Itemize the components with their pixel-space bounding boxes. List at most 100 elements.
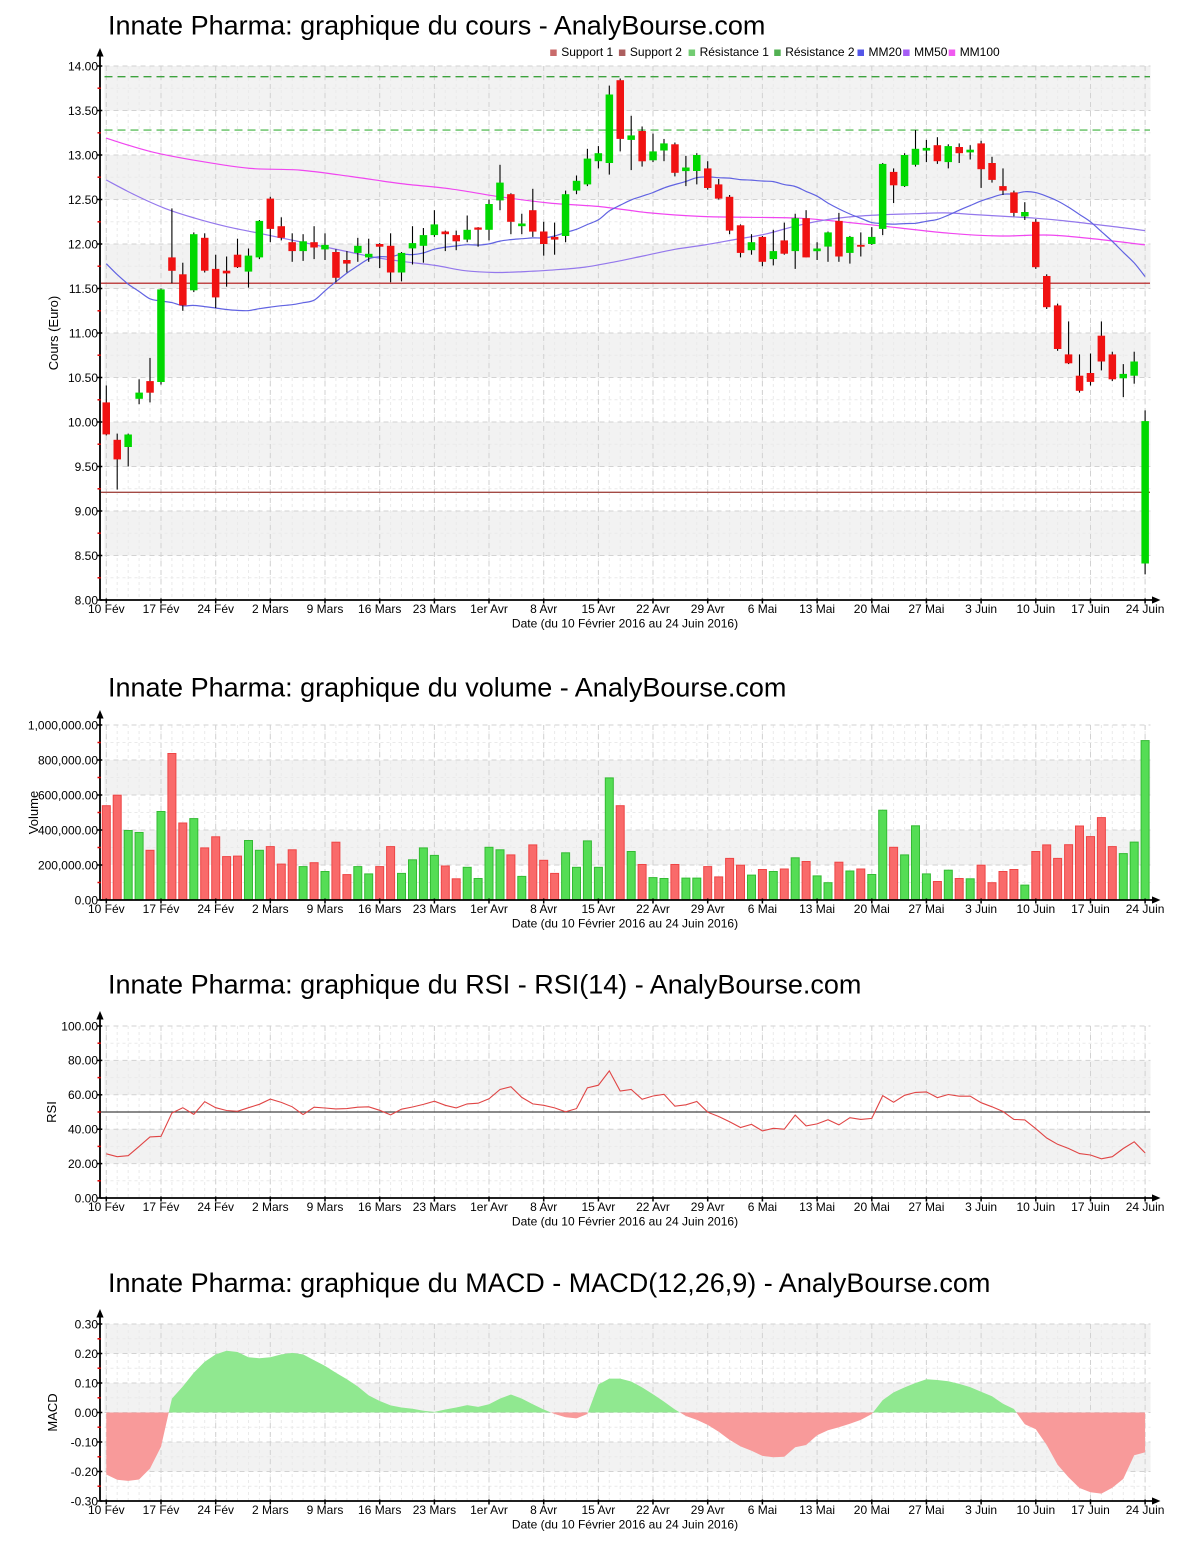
svg-text:27 Mai: 27 Mai <box>908 602 944 616</box>
svg-text:16 Mars: 16 Mars <box>358 902 401 916</box>
svg-text:6 Mai: 6 Mai <box>748 602 777 616</box>
svg-text:24 Juin: 24 Juin <box>1126 902 1165 916</box>
svg-text:100.00: 100.00 <box>61 1019 98 1033</box>
svg-text:Date (du 10 Février 2016 au 24: Date (du 10 Février 2016 au 24 Juin 2016… <box>512 917 738 931</box>
svg-text:Innate Pharma: graphique du co: Innate Pharma: graphique du cours - Anal… <box>108 11 765 41</box>
svg-text:MM100: MM100 <box>960 45 1000 59</box>
svg-text:-0.10: -0.10 <box>71 1435 99 1449</box>
svg-text:3 Juin: 3 Juin <box>965 902 997 916</box>
svg-text:13.50: 13.50 <box>68 104 98 118</box>
svg-text:1er Avr: 1er Avr <box>470 1503 508 1517</box>
svg-text:8 Avr: 8 Avr <box>530 602 557 616</box>
svg-text:17 Fév: 17 Fév <box>143 1200 180 1214</box>
svg-text:10.50: 10.50 <box>68 371 98 385</box>
svg-text:10 Fév: 10 Fév <box>88 1200 125 1214</box>
svg-text:11.50: 11.50 <box>69 282 98 296</box>
svg-text:24 Juin: 24 Juin <box>1126 602 1165 616</box>
svg-text:Date (du 10 Février 2016 au 24: Date (du 10 Février 2016 au 24 Juin 2016… <box>512 1518 738 1532</box>
svg-text:40.00: 40.00 <box>68 1123 98 1137</box>
svg-text:6 Mai: 6 Mai <box>748 1503 777 1517</box>
svg-text:13 Mai: 13 Mai <box>799 1503 835 1517</box>
svg-text:22 Avr: 22 Avr <box>636 1503 670 1517</box>
svg-text:0.20: 0.20 <box>75 1347 99 1361</box>
svg-text:29 Avr: 29 Avr <box>691 1200 725 1214</box>
svg-text:2 Mars: 2 Mars <box>252 602 289 616</box>
svg-text:10 Juin: 10 Juin <box>1016 1200 1055 1214</box>
svg-text:29 Avr: 29 Avr <box>691 1503 725 1517</box>
svg-text:17 Juin: 17 Juin <box>1071 602 1110 616</box>
svg-text:22 Avr: 22 Avr <box>636 902 670 916</box>
svg-text:9 Mars: 9 Mars <box>307 1503 344 1517</box>
svg-text:600,000.00: 600,000.00 <box>38 788 98 802</box>
svg-text:12.00: 12.00 <box>68 237 98 251</box>
svg-text:13 Mai: 13 Mai <box>799 1200 835 1214</box>
svg-text:8 Avr: 8 Avr <box>530 1200 557 1214</box>
svg-text:10 Juin: 10 Juin <box>1016 902 1055 916</box>
svg-text:10 Juin: 10 Juin <box>1016 602 1055 616</box>
svg-text:9.00: 9.00 <box>75 504 99 518</box>
svg-text:Résistance 1: Résistance 1 <box>700 45 770 59</box>
svg-text:Volume: Volume <box>26 791 41 834</box>
svg-text:2 Mars: 2 Mars <box>252 902 289 916</box>
svg-text:29 Avr: 29 Avr <box>691 602 725 616</box>
svg-text:3 Juin: 3 Juin <box>965 1503 997 1517</box>
svg-text:1er Avr: 1er Avr <box>470 902 508 916</box>
svg-text:Cours (Euro): Cours (Euro) <box>46 296 61 370</box>
svg-text:24 Juin: 24 Juin <box>1126 1200 1165 1214</box>
svg-text:3 Juin: 3 Juin <box>965 1200 997 1214</box>
svg-text:400,000.00: 400,000.00 <box>38 823 98 837</box>
svg-text:800,000.00: 800,000.00 <box>38 753 98 767</box>
svg-text:17 Juin: 17 Juin <box>1071 1200 1110 1214</box>
svg-text:23 Mars: 23 Mars <box>413 1503 456 1517</box>
svg-text:1,000,000.00: 1,000,000.00 <box>28 718 98 732</box>
svg-text:10.00: 10.00 <box>68 415 98 429</box>
svg-text:22 Avr: 22 Avr <box>636 602 670 616</box>
svg-text:10 Fév: 10 Fév <box>88 902 125 916</box>
svg-text:23 Mars: 23 Mars <box>413 602 456 616</box>
svg-text:60.00: 60.00 <box>68 1088 98 1102</box>
svg-text:20.00: 20.00 <box>68 1157 98 1171</box>
svg-text:0.00: 0.00 <box>75 893 99 907</box>
svg-text:0.10: 0.10 <box>75 1376 99 1390</box>
svg-text:16 Mars: 16 Mars <box>358 1503 401 1517</box>
svg-text:2 Mars: 2 Mars <box>252 1200 289 1214</box>
svg-text:17 Fév: 17 Fév <box>143 902 180 916</box>
svg-text:MM50: MM50 <box>914 45 948 59</box>
svg-text:8 Avr: 8 Avr <box>530 1503 557 1517</box>
svg-text:MACD: MACD <box>45 1393 60 1431</box>
svg-text:27 Mai: 27 Mai <box>908 1503 944 1517</box>
svg-text:1er Avr: 1er Avr <box>470 602 508 616</box>
svg-text:RSI: RSI <box>44 1101 59 1123</box>
svg-text:Innate Pharma: graphique du MA: Innate Pharma: graphique du MACD - MACD(… <box>108 1268 990 1298</box>
svg-text:24 Juin: 24 Juin <box>1126 1503 1165 1517</box>
svg-text:Date (du 10 Février 2016 au 24: Date (du 10 Février 2016 au 24 Juin 2016… <box>512 617 738 631</box>
svg-text:15 Avr: 15 Avr <box>581 1200 615 1214</box>
svg-text:9 Mars: 9 Mars <box>307 1200 344 1214</box>
svg-text:24 Fév: 24 Fév <box>197 902 234 916</box>
svg-text:10 Fév: 10 Fév <box>88 602 125 616</box>
svg-text:6 Mai: 6 Mai <box>748 902 777 916</box>
svg-text:20 Mai: 20 Mai <box>854 902 890 916</box>
svg-text:-0.20: -0.20 <box>71 1465 99 1479</box>
svg-text:0.00: 0.00 <box>75 1406 99 1420</box>
svg-text:12.50: 12.50 <box>68 193 98 207</box>
svg-text:14.00: 14.00 <box>68 59 98 73</box>
svg-text:13.00: 13.00 <box>68 148 98 162</box>
svg-text:Support 2: Support 2 <box>630 45 682 59</box>
svg-text:9.50: 9.50 <box>75 460 99 474</box>
svg-text:22 Avr: 22 Avr <box>636 1200 670 1214</box>
svg-text:27 Mai: 27 Mai <box>908 902 944 916</box>
svg-text:0.30: 0.30 <box>75 1317 99 1331</box>
svg-text:24 Fév: 24 Fév <box>197 1503 234 1517</box>
svg-text:Support 1: Support 1 <box>561 45 613 59</box>
svg-text:9 Mars: 9 Mars <box>307 602 344 616</box>
svg-text:15 Avr: 15 Avr <box>581 902 615 916</box>
svg-text:13 Mai: 13 Mai <box>799 602 835 616</box>
svg-text:6 Mai: 6 Mai <box>748 1200 777 1214</box>
svg-text:8.50: 8.50 <box>75 549 99 563</box>
svg-text:MM20: MM20 <box>869 45 903 59</box>
svg-text:1er Avr: 1er Avr <box>470 1200 508 1214</box>
svg-text:Date (du 10 Février 2016 au 24: Date (du 10 Février 2016 au 24 Juin 2016… <box>512 1215 738 1229</box>
svg-text:20 Mai: 20 Mai <box>854 602 890 616</box>
svg-text:3 Juin: 3 Juin <box>965 602 997 616</box>
